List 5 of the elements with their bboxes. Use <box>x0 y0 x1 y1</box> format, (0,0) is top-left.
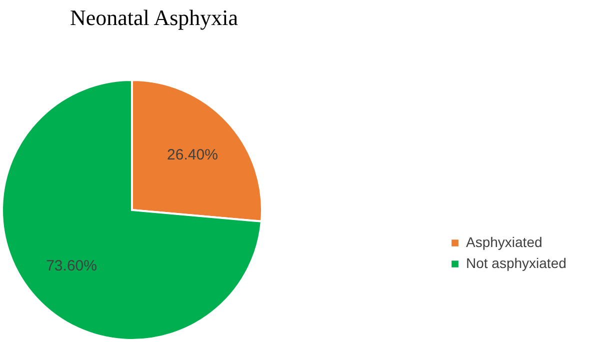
legend-label: Asphyxiated <box>466 234 542 250</box>
legend-label: Not asphyxiated <box>466 255 566 271</box>
chart-title: Neonatal Asphyxia <box>70 5 238 30</box>
data-label: 73.60% <box>46 257 97 274</box>
data-label: 26.40% <box>167 146 218 164</box>
